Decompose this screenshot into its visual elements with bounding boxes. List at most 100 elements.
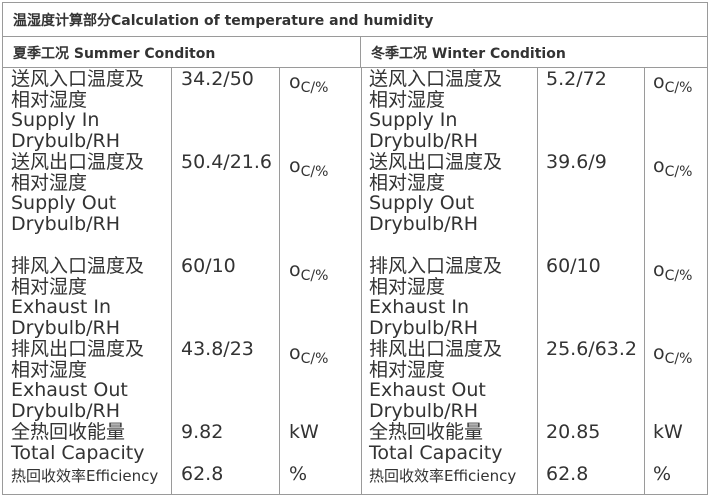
label-cn-line: 送风出口温度及 — [11, 151, 145, 173]
label-en-line: Supply Out — [11, 192, 117, 214]
table-title: 温湿度计算部分Calculation of temperature and hu… — [13, 13, 434, 29]
column-divider — [279, 68, 280, 494]
winter-total-capacity-label: 全热回收能量 Total Capacity — [369, 422, 529, 463]
column-divider — [644, 68, 645, 494]
summer-supply-out-unit: oC/% — [289, 155, 329, 180]
winter-supply-out-unit: oC/% — [653, 155, 693, 180]
unit-text: C/% — [664, 164, 693, 180]
summer-supply-in-value: 34.2/50 — [181, 68, 254, 90]
summer-supply-out-label: 送风出口温度及 相对湿度 Supply Out Drybulb/RH — [11, 152, 171, 234]
label-cn-line: 相对湿度 — [11, 358, 88, 381]
label-cn-line: 全热回收能量 — [11, 421, 126, 443]
summer-supply-out-value: 50.4/21.6 — [181, 151, 273, 173]
winter-supply-out-label: 送风出口温度及 相对湿度 Supply Out Drybulb/RH — [369, 152, 529, 234]
table-title-row: 温湿度计算部分Calculation of temperature and hu… — [3, 3, 707, 37]
label-en-line: Total Capacity — [11, 441, 145, 464]
summer-total-capacity-unit: kW — [289, 421, 319, 443]
column-divider — [537, 68, 538, 494]
summer-efficiency-label: 热回收效率Efficiency — [11, 467, 159, 485]
unit-degree: o — [653, 342, 665, 364]
label-en-line: Drybulb/RH — [369, 316, 479, 339]
label-cn-line: 送风入口温度及 — [369, 68, 503, 90]
summer-exhaust-in-unit: oC/% — [289, 259, 329, 284]
calculation-table: 温湿度计算部分Calculation of temperature and hu… — [2, 2, 708, 495]
unit-text: C/% — [664, 351, 693, 367]
label-cn-line: 相对湿度 — [11, 275, 88, 298]
winter-exhaust-in-label: 排风入口温度及 相对湿度 Exhaust In Drybulb/RH — [369, 256, 529, 338]
winter-efficiency-label: 热回收效率Efficiency — [369, 467, 517, 485]
unit-degree: o — [289, 71, 301, 93]
summer-header: 夏季工况 Summer Conditon — [3, 37, 361, 68]
label-cn-line: 送风出口温度及 — [369, 151, 503, 173]
winter-efficiency-unit: % — [653, 463, 672, 485]
label-en-line: Exhaust Out — [11, 379, 128, 401]
table-body: 送风入口温度及 相对湿度 Supply In Drybulb/RH 34.2/5… — [3, 68, 707, 494]
unit-degree: o — [653, 71, 665, 93]
summer-exhaust-in-value: 60/10 — [181, 255, 236, 277]
label-cn-line: 全热回收能量 — [369, 421, 484, 443]
winter-supply-out-value: 39.6/9 — [546, 151, 607, 173]
winter-total-capacity-value: 20.85 — [546, 421, 601, 443]
summer-efficiency-value: 62.8 — [181, 463, 224, 485]
label-en-line: Drybulb/RH — [11, 316, 121, 339]
summer-supply-in-unit: oC/% — [289, 71, 329, 96]
label-cn-line: 相对湿度 — [369, 171, 446, 194]
unit-degree: o — [289, 342, 301, 364]
label-en-line: Supply In — [11, 109, 100, 131]
summer-total-capacity-value: 9.82 — [181, 421, 224, 443]
label-cn-line: 相对湿度 — [369, 88, 446, 111]
unit-text: C/% — [300, 164, 329, 180]
winter-supply-in-value: 5.2/72 — [546, 68, 607, 90]
label-en-line: Total Capacity — [369, 441, 503, 464]
unit-text: C/% — [300, 268, 329, 284]
label-en-line: Supply In — [369, 109, 458, 131]
summer-efficiency-unit: % — [289, 463, 308, 485]
unit-text: C/% — [664, 268, 693, 284]
summer-total-capacity-label: 全热回收能量 Total Capacity — [11, 422, 171, 463]
winter-supply-in-unit: oC/% — [653, 71, 693, 96]
label-cn-line: 排风出口温度及 — [369, 338, 503, 360]
label-cn-line: 相对湿度 — [369, 275, 446, 298]
winter-exhaust-out-unit: oC/% — [653, 342, 693, 367]
winter-exhaust-in-unit: oC/% — [653, 259, 693, 284]
unit-degree: o — [289, 155, 301, 177]
unit-text: C/% — [300, 80, 329, 96]
winter-supply-in-label: 送风入口温度及 相对湿度 Supply In Drybulb/RH — [369, 69, 529, 151]
label-en-line: Exhaust Out — [369, 379, 486, 401]
label-en-line: Drybulb/RH — [369, 212, 479, 235]
label-en-line: Exhaust In — [11, 296, 112, 318]
column-divider — [171, 68, 172, 494]
winter-header: 冬季工况 Winter Condition — [371, 46, 566, 62]
unit-degree: o — [653, 259, 665, 281]
label-cn-line: 排风入口温度及 — [369, 255, 503, 277]
label-en-line: Drybulb/RH — [11, 212, 121, 235]
summer-supply-in-label: 送风入口温度及 相对湿度 Supply In Drybulb/RH — [11, 69, 171, 151]
label-en-line: Drybulb/RH — [11, 129, 121, 152]
unit-degree: o — [289, 259, 301, 281]
label-cn-line: 相对湿度 — [11, 88, 88, 111]
label-en-line: Supply Out — [369, 192, 475, 214]
winter-efficiency-value: 62.8 — [546, 463, 589, 485]
label-en-line: Drybulb/RH — [369, 399, 479, 422]
winter-exhaust-out-label: 排风出口温度及 相对湿度 Exhaust Out Drybulb/RH — [369, 339, 529, 421]
label-cn-line: 相对湿度 — [11, 171, 88, 194]
label-en-line: Exhaust In — [369, 296, 470, 318]
summer-exhaust-in-label: 排风入口温度及 相对湿度 Exhaust In Drybulb/RH — [11, 256, 171, 338]
winter-exhaust-out-value: 25.6/63.2 — [546, 338, 638, 360]
unit-text: C/% — [664, 80, 693, 96]
label-cn-line: 送风入口温度及 — [11, 68, 145, 90]
summer-exhaust-out-value: 43.8/23 — [181, 338, 254, 360]
summer-exhaust-out-unit: oC/% — [289, 342, 329, 367]
label-en-line: Drybulb/RH — [11, 399, 121, 422]
label-cn-line: 相对湿度 — [369, 358, 446, 381]
column-divider — [361, 68, 362, 494]
label-en-line: Drybulb/RH — [369, 129, 479, 152]
summer-exhaust-out-label: 排风出口温度及 相对湿度 Exhaust Out Drybulb/RH — [11, 339, 171, 421]
label-cn-line: 排风入口温度及 — [11, 255, 145, 277]
season-header-row: 夏季工况 Summer Conditon 冬季工况 Winter Conditi… — [3, 37, 707, 68]
winter-exhaust-in-value: 60/10 — [546, 255, 601, 277]
label-cn-line: 排风出口温度及 — [11, 338, 145, 360]
unit-degree: o — [653, 155, 665, 177]
unit-text: C/% — [300, 351, 329, 367]
winter-total-capacity-unit: kW — [653, 421, 683, 443]
